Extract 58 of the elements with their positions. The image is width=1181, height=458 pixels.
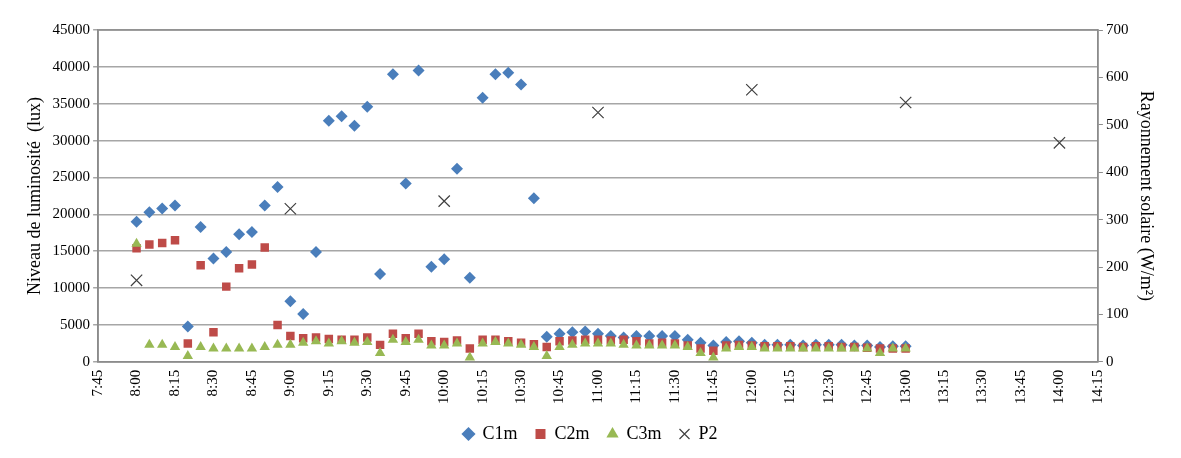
y-tick-label: 5000: [60, 315, 91, 332]
x-tick-label: 14:15: [1088, 369, 1105, 404]
legend-label: C2m: [554, 422, 590, 443]
y2-tick-label: 300: [1105, 210, 1129, 227]
y2-tick-label: 400: [1105, 163, 1129, 180]
y-tick-label: 10000: [52, 279, 91, 296]
x-tick-label: 13:15: [935, 369, 952, 404]
x-tick-label: 8:00: [127, 369, 144, 397]
y2-axis-title: Rayonnement solaire (W/m²): [1136, 90, 1158, 302]
x-tick-label: 12:30: [819, 369, 836, 404]
point: [130, 274, 143, 287]
x-tick-label: 12:15: [781, 369, 798, 404]
x-tick-label: 8:45: [242, 369, 259, 397]
y2-tick-label: 100: [1105, 305, 1129, 322]
y-tick-label: 20000: [52, 205, 91, 222]
y2-tick-label: 700: [1105, 20, 1129, 37]
x-tick-label: 9:00: [281, 369, 298, 397]
y-tick-label: 35000: [52, 94, 91, 111]
point: [1053, 136, 1066, 150]
x-tick-label: 11:30: [665, 369, 682, 404]
x-tick-label: 9:45: [396, 369, 413, 397]
x-tick-label: 11:15: [627, 369, 644, 404]
x-tick-label: 9:30: [358, 369, 375, 397]
x-tick-label: 12:45: [858, 369, 875, 404]
x-tick-label: 10:00: [435, 369, 452, 404]
point: [284, 202, 297, 215]
x-tick-label: 7:45: [89, 369, 106, 397]
y2-tick-label: 600: [1105, 68, 1129, 85]
y-tick-label: 45000: [52, 20, 91, 37]
point: [899, 96, 912, 109]
x-tick-label: 10:45: [550, 369, 567, 404]
y2-tick-label: 0: [1105, 352, 1114, 369]
x-tick-label: 12:00: [742, 369, 759, 404]
y-tick-label: 15000: [52, 242, 91, 259]
y-tick-label: 30000: [52, 131, 91, 148]
y-tick-label: 0: [82, 352, 91, 369]
y2-tick-label: 200: [1105, 257, 1129, 274]
x-tick-label: 13:45: [1011, 369, 1028, 404]
y-tick-label: 40000: [52, 57, 91, 74]
point: [745, 83, 759, 96]
x-tick-label: 9:15: [319, 369, 336, 397]
legend-label: P2: [698, 422, 718, 443]
point: [437, 194, 451, 208]
x-tick-label: 10:15: [473, 369, 490, 404]
legend-label: C3m: [626, 422, 662, 443]
x-tick-label: 13:30: [973, 369, 990, 404]
y-tick-label: 25000: [52, 168, 91, 185]
x-tick-label: 11:00: [588, 369, 605, 404]
x-tick-label: 10:30: [512, 369, 529, 404]
x-tick-label: 11:45: [704, 369, 721, 404]
x-tick-label: 14:00: [1050, 369, 1067, 404]
x-tick-label: 13:00: [896, 369, 913, 404]
y-axis-title: Niveau de luminosité (lux): [23, 96, 45, 295]
legend-label: C1m: [482, 422, 518, 443]
x-tick-label: 8:30: [204, 369, 221, 397]
point: [591, 106, 605, 119]
y2-tick-label: 500: [1105, 115, 1129, 132]
x-tick-label: 8:15: [165, 369, 182, 397]
